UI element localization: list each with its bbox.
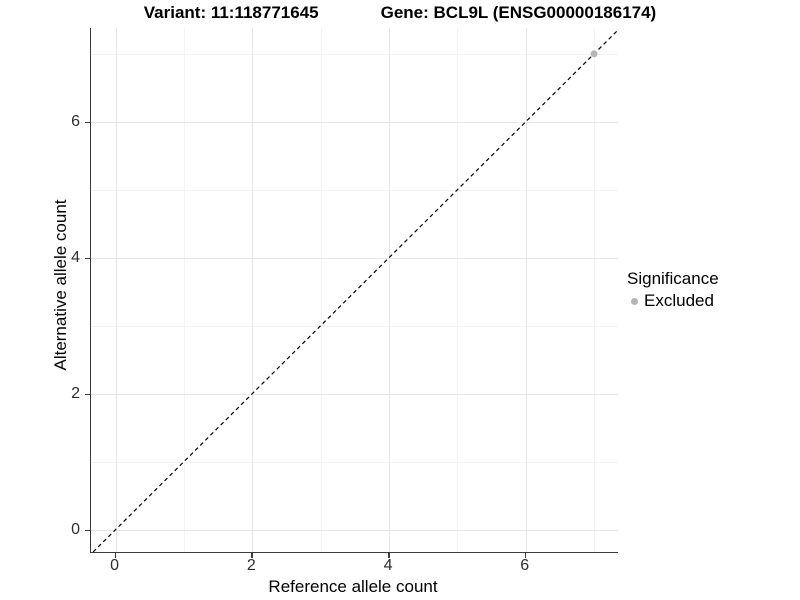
y-tick-label: 4 (71, 248, 80, 266)
y-tick-label: 0 (71, 520, 80, 538)
major-gridline-x (389, 28, 391, 552)
major-gridline-y (91, 393, 618, 395)
plot-title-gene: Gene: BCL9L (ENSG00000186174) (380, 3, 657, 22)
x-tick-mark (114, 553, 117, 558)
major-gridline-y (91, 121, 618, 123)
identity-line (92, 29, 618, 552)
y-tick-label: 2 (71, 384, 80, 402)
major-gridline-x (115, 28, 117, 552)
x-axis-title: Reference allele count (268, 577, 438, 596)
minor-gridline-x (594, 28, 596, 552)
y-axis-title: Alternative allele count (51, 199, 70, 371)
plot-title: Variant: 11:118771645 Gene: BCL9L (ENSG0… (0, 3, 800, 23)
plot-title-variant: Variant: 11:118771645 (143, 3, 319, 22)
legend: Significance Excluded (627, 269, 719, 311)
major-gridline-x (525, 28, 527, 552)
minor-gridline-y (91, 53, 618, 55)
y-tick-mark (85, 257, 90, 260)
legend-entry-label: Excluded (644, 291, 714, 310)
x-tick-mark (251, 553, 253, 558)
plot-panel (90, 28, 618, 553)
minor-gridline-x (457, 28, 459, 552)
x-tick-label: 2 (246, 557, 256, 574)
major-gridline-y (91, 529, 618, 531)
legend-entry-excluded: Excluded (627, 291, 719, 311)
y-tick-mark (85, 121, 90, 124)
y-tick-mark (85, 529, 90, 532)
x-tick-mark (388, 553, 390, 558)
plot-canvas (92, 29, 618, 552)
x-tick-label: 6 (520, 557, 530, 574)
minor-gridline-y (91, 461, 618, 463)
major-gridline-y (91, 257, 618, 259)
minor-gridline-y (91, 325, 618, 327)
excluded-point-icon (630, 297, 638, 305)
minor-gridline-x (320, 28, 322, 552)
x-tick-label: 0 (110, 557, 120, 574)
legend-key (627, 294, 641, 308)
x-tick-label: 4 (383, 557, 393, 574)
x-tick-mark (524, 553, 527, 558)
y-tick-label: 6 (71, 112, 80, 130)
minor-gridline-y (91, 189, 618, 191)
major-gridline-x (252, 28, 254, 552)
minor-gridline-x (183, 28, 185, 552)
y-tick-mark (85, 393, 90, 396)
legend-title: Significance (627, 269, 719, 288)
data-point-excluded (590, 50, 598, 58)
